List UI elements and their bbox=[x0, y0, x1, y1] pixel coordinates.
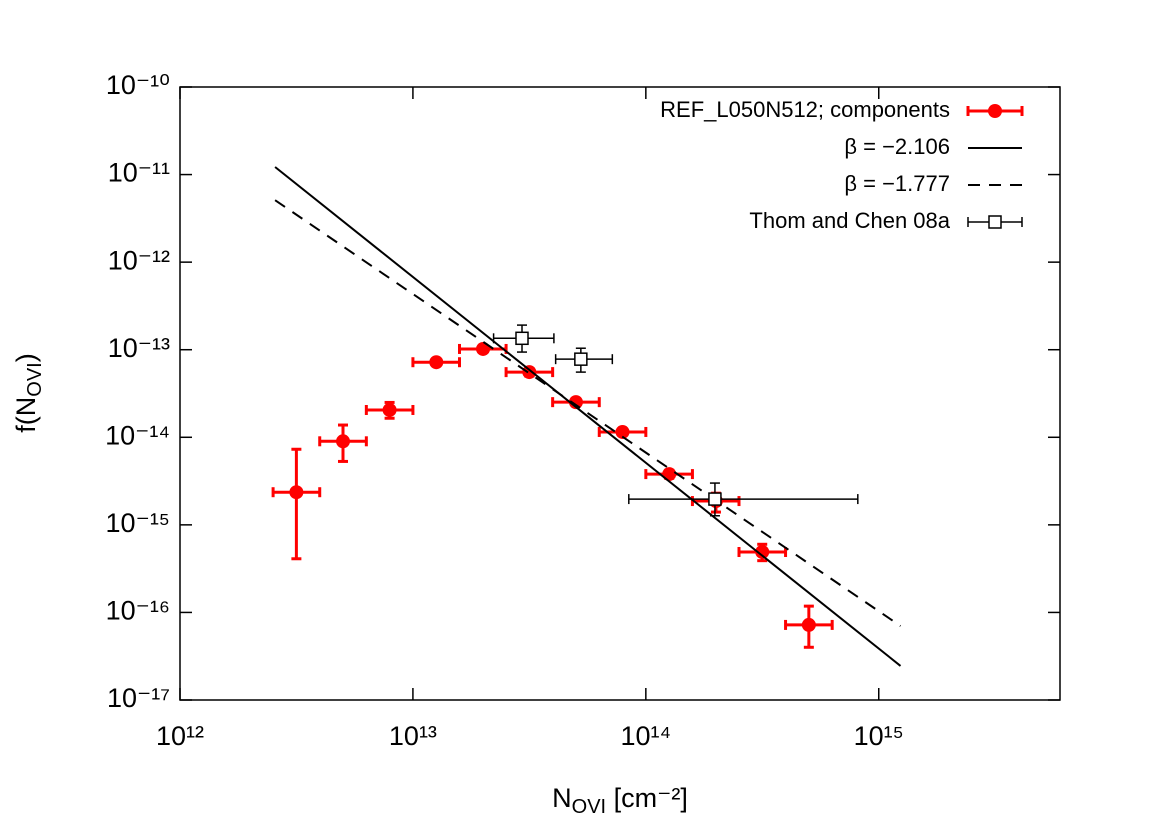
data-point bbox=[429, 355, 444, 370]
legend-label: Thom and Chen 08a bbox=[749, 208, 950, 233]
data-point bbox=[801, 617, 816, 632]
x-tick-label: 10¹⁵ bbox=[854, 721, 904, 751]
y-label-rest: ) bbox=[11, 353, 41, 362]
data-point bbox=[755, 544, 770, 559]
x-label-main: N bbox=[552, 783, 572, 813]
data-point bbox=[382, 402, 397, 417]
y-tick-label: 10⁻¹⁵ bbox=[106, 508, 170, 538]
y-tick-label: 10⁻¹⁴ bbox=[105, 420, 170, 450]
y-tick-label: 10⁻¹⁰ bbox=[106, 70, 170, 100]
y-label-main: f(N bbox=[11, 397, 41, 433]
data-point bbox=[515, 331, 529, 346]
x-tick-label: 10¹³ bbox=[389, 721, 437, 751]
x-axis-label: NOVI [cm⁻²] bbox=[552, 783, 688, 818]
data-point bbox=[289, 485, 304, 500]
plot-frame bbox=[179, 86, 1061, 701]
data-point bbox=[708, 492, 722, 506]
legend-marker bbox=[988, 104, 1002, 118]
y-axis-label: f(NOVI) bbox=[11, 353, 46, 432]
y-tick-label: 10⁻¹³ bbox=[108, 333, 170, 363]
y-tick-label: 10⁻¹² bbox=[108, 245, 170, 275]
x-label-sub: OVI bbox=[572, 796, 606, 818]
data-point bbox=[336, 434, 351, 449]
data-point bbox=[476, 341, 491, 356]
x-tick-label: 10¹⁴ bbox=[621, 721, 672, 751]
data-point bbox=[522, 365, 537, 380]
legend-label: β = −2.106 bbox=[844, 134, 950, 159]
y-tick-label: 10⁻¹⁶ bbox=[106, 596, 170, 626]
fit-line bbox=[274, 166, 902, 667]
x-label-rest: [cm⁻²] bbox=[606, 783, 688, 813]
legend-label: REF_L050N512; components bbox=[660, 97, 950, 122]
data-point bbox=[662, 467, 677, 482]
data-point bbox=[574, 352, 588, 366]
data-point bbox=[615, 424, 630, 439]
y-tick-label: 10⁻¹⁷ bbox=[107, 683, 170, 713]
legend-label: β = −1.777 bbox=[844, 171, 950, 196]
x-tick-label: 10¹² bbox=[156, 721, 204, 751]
data-point bbox=[568, 395, 583, 410]
legend-marker bbox=[988, 215, 1002, 229]
fit-line bbox=[274, 199, 902, 627]
y-tick-label: 10⁻¹¹ bbox=[108, 158, 170, 188]
y-label-sub: OVI bbox=[24, 362, 46, 396]
